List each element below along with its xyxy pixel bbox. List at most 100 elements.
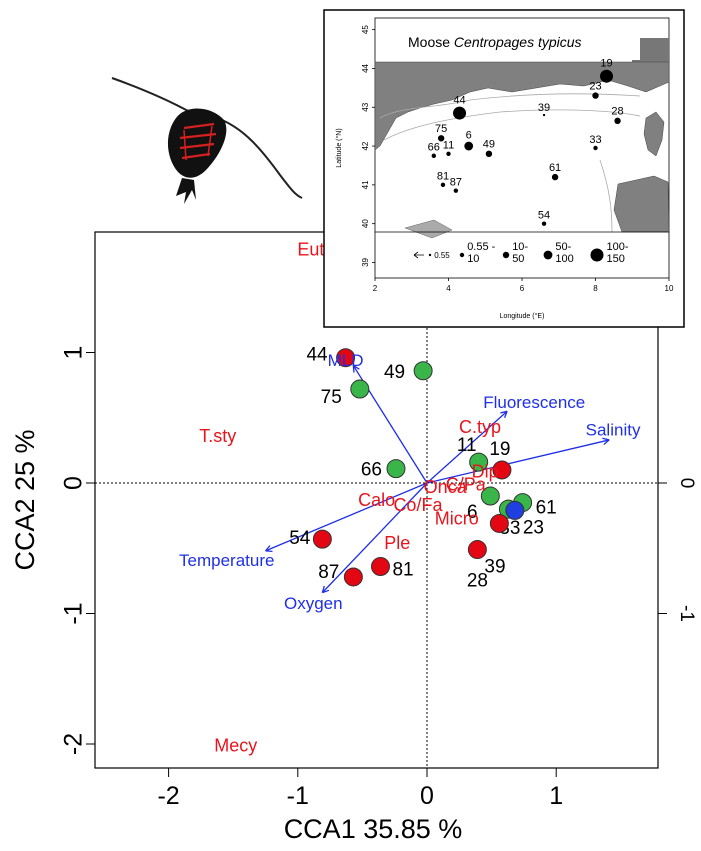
y-right-tick-label: 0 <box>676 478 697 489</box>
inset-station-point <box>593 145 598 151</box>
inset-legend-symbol <box>543 250 553 260</box>
station-label: 39 <box>484 557 505 578</box>
inset-x-tick-label: 8 <box>593 284 598 293</box>
inset-station-point <box>542 113 546 117</box>
station-label: 28 <box>467 571 488 592</box>
species-label: Micro <box>435 508 479 528</box>
inset-legend-symbol <box>502 251 510 259</box>
env-vector-line <box>426 410 508 484</box>
inset-corsica <box>643 111 665 157</box>
inset-y-tick-label: 44 <box>361 63 370 72</box>
copepod-illustration <box>111 77 303 204</box>
y-tick-label: 0 <box>60 476 88 490</box>
inset-y-tick-label: 45 <box>361 25 370 34</box>
station-label: 66 <box>361 460 382 481</box>
y-tick-label: -1 <box>60 602 88 624</box>
station-label: 11 <box>457 435 477 456</box>
inset-station-label: 44 <box>453 95 465 107</box>
station-point <box>489 513 509 533</box>
inset-station-point <box>431 153 436 158</box>
inset-station-label: 39 <box>538 102 550 114</box>
station-point <box>343 567 363 587</box>
inset-station-label: 19 <box>600 58 612 70</box>
inset-legend-label: 10- <box>512 241 528 253</box>
inset-station-label: 33 <box>589 134 601 146</box>
species-label: Onca <box>424 477 468 497</box>
inset-legend-label: 0.55 <box>434 251 450 260</box>
inset-station-label: 49 <box>483 139 495 151</box>
species-label: Dip <box>472 461 499 481</box>
station-point <box>312 529 332 549</box>
inset-legend-label: 50- <box>555 241 571 253</box>
station-label: 75 <box>321 387 342 408</box>
inset-station-point <box>464 141 474 151</box>
inset-station-label: 54 <box>538 209 550 221</box>
x-axis-ticks: -2 -1 0 1 <box>157 768 563 810</box>
x-tick-label: 0 <box>420 782 434 810</box>
inset-legend-label: 0.55 - <box>467 241 495 253</box>
x-tick-label: -2 <box>157 782 179 810</box>
station-point <box>386 459 406 479</box>
inset-station-point <box>592 92 599 99</box>
env-vector-line <box>426 439 610 484</box>
env-vector-line <box>265 482 428 552</box>
env-vector-line <box>321 482 428 594</box>
inset-x-ticks: 2 4 6 8 10 <box>373 278 674 293</box>
env-vector-label: Oxygen <box>284 594 343 613</box>
inset-y-axis-label: Latitude (°N) <box>335 128 343 167</box>
env-vector-label: Fluorescence <box>483 393 585 412</box>
station-point <box>480 486 500 506</box>
y-tick-label: -2 <box>60 733 88 755</box>
inset-station-label: 66 <box>428 142 440 154</box>
inset-station-point <box>614 117 621 125</box>
station-label: 6 <box>467 502 478 523</box>
inset-station-point <box>600 69 614 83</box>
station-point <box>370 557 390 577</box>
env-vector-arrowhead <box>500 410 508 418</box>
x-tick-label: 1 <box>549 782 563 810</box>
env-vector-label: Salinity <box>586 420 641 439</box>
station-point <box>505 500 525 520</box>
inset-legend-label: 10 <box>467 253 479 265</box>
station-label: 54 <box>289 528 311 549</box>
inset-map: Moose Centropages typicus 2 4 6 8 10 39 40 41 4… <box>323 9 685 328</box>
station-label: 49 <box>384 362 405 383</box>
species-label: Calo <box>358 490 395 510</box>
y-axis-ticks: -2 -1 0 1 <box>60 346 95 755</box>
inset-station-point <box>551 173 559 181</box>
inset-y-tick-label: 39 <box>361 257 370 266</box>
inset-legend-label: 50 <box>512 253 524 265</box>
env-vector-arrowhead <box>352 364 360 373</box>
station-label: 23 <box>523 517 544 538</box>
station-point <box>492 460 512 480</box>
inset-legend-label: 150 <box>607 253 625 265</box>
inset-station-label: 6 <box>466 130 472 142</box>
inset-station-point <box>453 188 459 193</box>
inset-title: Moose Centropages typicus <box>408 34 582 50</box>
inset-legend-symbol <box>428 253 432 257</box>
y-axis-label: CCA2 25 % <box>10 429 40 570</box>
inset-station-label: 28 <box>611 106 623 118</box>
inset-legend-symbol <box>590 248 604 262</box>
inset-x-tick-label: 6 <box>520 284 525 293</box>
inset-y-tick-label: 43 <box>361 102 370 111</box>
station-label: 81 <box>392 560 413 581</box>
inset-balearic <box>404 219 453 239</box>
station-point <box>413 361 433 381</box>
station-point <box>467 540 487 560</box>
inset-station-label: 75 <box>435 123 447 135</box>
inset-x-tick-label: 4 <box>446 284 451 293</box>
station-label: 87 <box>318 562 339 583</box>
species-label: C.typ <box>459 417 501 437</box>
inset-x-tick-label: 2 <box>373 284 378 293</box>
station-point <box>469 452 489 472</box>
y-tick-label: 1 <box>60 346 88 360</box>
inset-station-label: 81 <box>437 171 449 183</box>
species-label: Co/Fa <box>393 495 443 515</box>
inset-land-coast <box>374 61 670 151</box>
env-vector-arrowhead <box>602 437 610 445</box>
inset-station-point <box>485 150 493 158</box>
x-tick-label: -1 <box>287 782 309 810</box>
